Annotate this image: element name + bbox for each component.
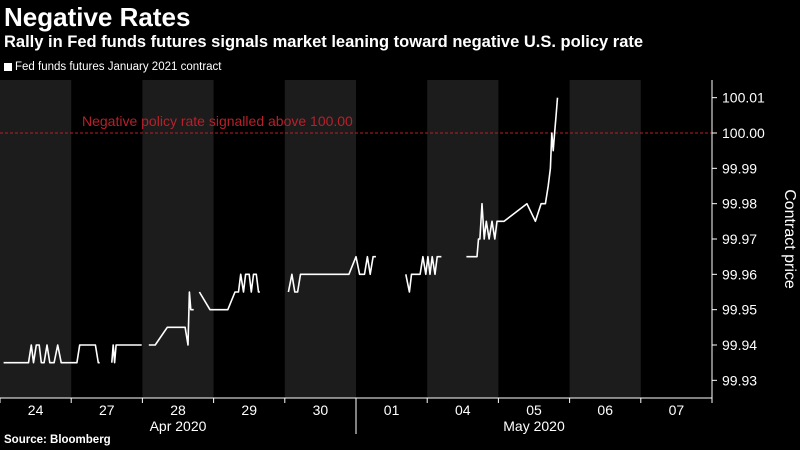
series-line-segment (466, 97, 559, 258)
x-tick-label: 04 (455, 402, 471, 418)
series-line-segment (3, 344, 100, 364)
x-tick-label: 24 (28, 402, 44, 418)
reference-line-group: Negative policy rate signalled above 100… (0, 113, 712, 134)
x-tick-label: 29 (241, 402, 257, 418)
day-band (427, 80, 499, 398)
series-line-segment (111, 344, 142, 364)
x-axis: 24 27 28 29 30 01 04 05 06 07 Apr 2020 May 2020 (0, 397, 713, 434)
legend-swatch-icon (4, 63, 12, 71)
y-tick-label: 99.94 (722, 337, 757, 353)
month-label: Apr 2020 (150, 418, 207, 434)
x-tick-label: 07 (669, 402, 685, 418)
series-line-segment (148, 291, 194, 346)
y-tick-label: 99.97 (722, 231, 757, 247)
x-tick-label: 06 (597, 402, 613, 418)
y-tick-label: 100.01 (722, 90, 765, 106)
day-band (569, 80, 641, 398)
y-tick-label: 99.95 (722, 302, 757, 318)
series-line-segment (198, 273, 260, 311)
x-tick-label: 28 (170, 402, 186, 418)
y-tick-label: 99.93 (722, 372, 757, 388)
legend: Fed funds futures January 2021 contract (4, 61, 221, 73)
y-tick-label: 99.98 (722, 196, 757, 212)
y-tick-label: 99.99 (722, 160, 757, 176)
x-tick-label: 30 (313, 402, 329, 418)
series-line-segment (287, 255, 376, 293)
month-label: May 2020 (503, 418, 565, 434)
chart-subtitle: Rally in Fed funds futures signals marke… (4, 33, 644, 51)
x-tick-label: 27 (99, 402, 115, 418)
y-axis-title: Contract price (781, 189, 798, 289)
x-tick-label: 01 (384, 402, 400, 418)
series-group (3, 97, 559, 364)
x-tick-label: 05 (526, 402, 542, 418)
y-tick-label: 99.96 (722, 266, 757, 282)
legend-label: Fed funds futures January 2021 contract (15, 61, 222, 73)
chart-title: Negative Rates (4, 2, 191, 32)
reference-line-label: Negative policy rate signalled above 100… (82, 113, 353, 129)
series-line-segment (405, 255, 442, 293)
y-axis: 100.01 100.00 99.99 99.98 99.97 99.96 99.95 99.… (711, 80, 798, 398)
source-note: Source: Bloomberg (4, 434, 111, 446)
y-tick-label: 100.00 (722, 125, 765, 141)
